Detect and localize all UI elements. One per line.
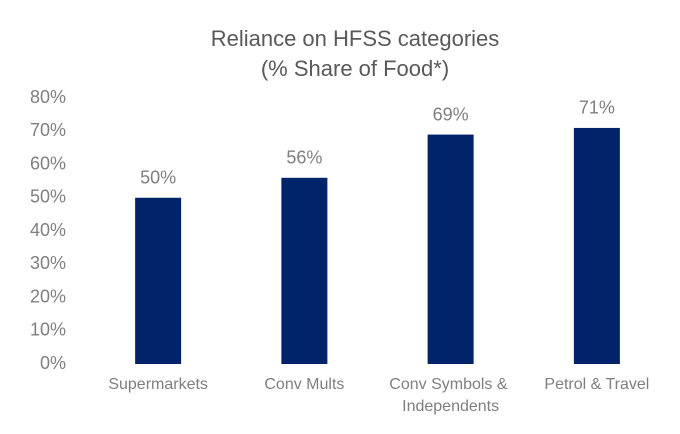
- chart-subtitle: (% Share of Food*): [261, 56, 449, 81]
- value-label: 50%: [140, 168, 176, 188]
- y-tick-label: 10%: [30, 320, 66, 340]
- x-tick-label: Conv Symbols & Independents: [389, 376, 512, 415]
- bar: [427, 134, 474, 364]
- y-tick-label: 70%: [30, 120, 66, 140]
- x-tick-label: Supermarkets: [108, 376, 208, 393]
- y-tick-label: 0%: [40, 353, 66, 373]
- y-tick-label: 80%: [30, 87, 66, 107]
- value-label: 69%: [433, 104, 469, 124]
- y-tick-label: 30%: [30, 253, 66, 273]
- y-tick-label: 40%: [30, 220, 66, 240]
- value-label: 71%: [579, 98, 615, 118]
- y-tick-label: 50%: [30, 187, 66, 207]
- chart-title: Reliance on HFSS categories: [211, 26, 500, 51]
- x-tick-label: Petrol & Travel: [544, 376, 649, 393]
- y-tick-label: 60%: [30, 153, 66, 173]
- x-tick-label: Conv Mults: [264, 376, 344, 393]
- bar: [135, 197, 182, 364]
- bar: [573, 127, 620, 364]
- bar: [281, 177, 328, 364]
- y-tick-label: 20%: [30, 286, 66, 306]
- value-label: 56%: [286, 148, 322, 168]
